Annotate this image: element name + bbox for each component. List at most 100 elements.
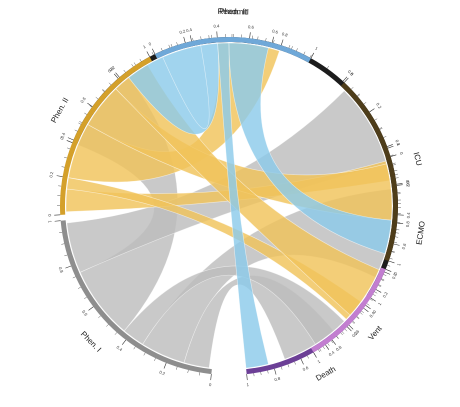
tick-label-phen-iii-0: 0 [148, 41, 153, 47]
tick-label-ecmo-3: 0.6 [401, 242, 407, 249]
tick-label-icu-1: 0.2 [375, 102, 383, 110]
tick-readmit-14 [309, 54, 312, 58]
tick-icu-0 [344, 77, 349, 83]
tick-icu-5 [374, 118, 378, 121]
tick-death-14 [287, 364, 290, 368]
tick-vent-6 [369, 298, 373, 301]
segment-arc-phen-ii [59, 56, 153, 215]
tick-readmit-13 [291, 46, 293, 50]
tick-label-readmit-2: 0.4 [186, 27, 193, 33]
tick-readmit-16 [342, 76, 348, 82]
tick-vent-19 [318, 349, 321, 353]
tick-phen-iii-2 [168, 44, 170, 48]
tick-phen-ii-16 [113, 73, 119, 79]
tick-label-vent-1: 0.2 [382, 290, 390, 298]
tick-label-phen-iii-1: 0.2 [179, 28, 187, 35]
segment-label-phen-i: Phen. I [79, 330, 103, 354]
tick-phen-ii-7 [67, 147, 71, 150]
tick-label-vent-2: 0.4 [368, 310, 376, 318]
tick-ecmo-14 [389, 258, 393, 260]
tick-label-phen-i-3: 0.6 [81, 309, 89, 317]
tick-icu-8 [387, 144, 393, 147]
tick-phen-ii-14 [102, 89, 105, 92]
tick-icu-4 [369, 108, 375, 113]
tick-phen-i-11 [98, 315, 101, 318]
tick-vent-10 [356, 316, 359, 319]
tick-death-9 [319, 348, 322, 352]
tick-icu-16 [397, 222, 404, 224]
tick-phen-iii-20 [310, 52, 315, 59]
ribbon-group [65, 42, 393, 369]
tick-vent-2 [381, 279, 384, 282]
tick-icu-2 [357, 94, 361, 97]
tick-label-phen-ii-2: 0.4 [60, 131, 67, 139]
tick-vent-1 [383, 274, 387, 276]
tick-phen-i-4 [163, 362, 167, 369]
tick-phen-ii-9 [74, 129, 78, 132]
tick-phen-iii-5 [192, 37, 194, 41]
tick-phen-i-12 [88, 306, 94, 311]
tick-phen-ii-6 [64, 156, 68, 159]
tick-death-4 [347, 326, 352, 332]
tick-group: 00.20.4 0.60.8100.20.40.60.8100.20.40.60.… [47, 23, 411, 387]
segment-label-readmit: Readmit [217, 7, 248, 17]
tick-readmit-8 [189, 35, 192, 42]
tick-label-phen-iii-2: 0.4 [213, 23, 220, 28]
tick-phen-iii-3 [176, 42, 178, 46]
tick-label-vent-0: 0 [393, 271, 399, 276]
tick-phen-i-20 [54, 220, 61, 222]
tick-label-ecmo-4: 0.8 [391, 272, 398, 280]
tick-icu-3 [363, 102, 367, 105]
tick-phen-i-8 [121, 339, 127, 345]
tick-phen-i-18 [61, 243, 65, 245]
tick-phen-i-9 [114, 332, 118, 335]
tick-phen-i-2 [187, 370, 189, 374]
tick-icu-11 [395, 173, 399, 175]
tick-death-2 [356, 316, 360, 319]
tick-vent-20 [313, 352, 317, 358]
tick-phen-i-17 [64, 254, 68, 257]
tick-vent-4 [375, 289, 382, 293]
segment-arc-icu [340, 82, 398, 262]
tick-icu-19 [391, 251, 395, 253]
tick-readmit-5 [133, 62, 136, 66]
tick-label-phen-iii-5: 1 [314, 45, 319, 51]
tick-phen-iii-18 [296, 48, 298, 52]
tick-phen-iii-0 [152, 48, 156, 55]
tick-phen-ii-13 [95, 97, 99, 100]
tick-phen-ii-4 [56, 175, 63, 177]
tick-label-phen-iii-4: 0.8 [281, 31, 289, 38]
tick-death-15 [281, 366, 283, 370]
tick-vent-8 [363, 307, 369, 313]
tick-ecmo-19 [374, 291, 378, 294]
segment-label-phen-iii: Phen. III [219, 7, 249, 17]
tick-label-death-2: 0.4 [328, 349, 336, 357]
tick-phen-ii-10 [79, 121, 83, 123]
tick-vent-5 [372, 294, 376, 297]
tick-label-vent-4: 0.8 [335, 344, 343, 352]
tick-icu-20 [388, 260, 395, 264]
segment-arc-phen-iii [154, 37, 311, 63]
segment-label-icu: ICU [412, 151, 424, 167]
segment-label-phen-ii: Phen. II [49, 96, 70, 124]
tick-label-readmit-0: 0 [59, 136, 65, 141]
tick-readmit-1 [78, 122, 82, 125]
tick-label-phen-ii-4: 0.8 [107, 66, 115, 74]
tick-label-phen-iii-3: 0.6 [248, 24, 255, 30]
tick-label-phen-i-5: 1 [47, 220, 52, 223]
tick-readmit-19 [379, 128, 383, 130]
tick-label-phen-ii-3: 0.6 [79, 96, 87, 104]
tick-label-death-3: 0.6 [302, 365, 310, 372]
tick-death-3 [352, 321, 355, 324]
tick-label-ecmo-2: 0.4 [406, 212, 411, 219]
segment-group [59, 37, 399, 375]
tick-ecmo-20 [370, 297, 376, 302]
tick-readmit-15 [326, 65, 330, 69]
tick-label-ecmo-1: 0.2 [405, 181, 411, 188]
tick-phen-i-13 [84, 297, 87, 299]
tick-label-icu-4: 0.8 [405, 220, 411, 227]
tick-icu-12 [396, 183, 403, 185]
tick-label-vent-5: 1 [317, 358, 322, 364]
tick-label-phen-ii-5: 1 [142, 44, 147, 50]
